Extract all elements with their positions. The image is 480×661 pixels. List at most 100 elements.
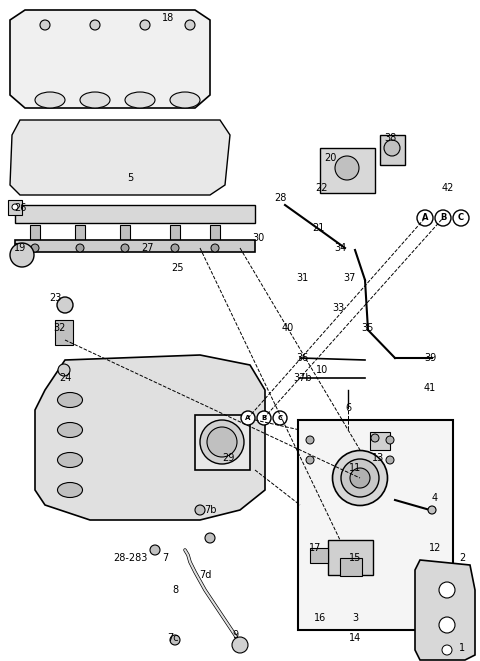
- Bar: [328, 540, 373, 575]
- Circle shape: [57, 297, 73, 313]
- Text: 38: 38: [384, 133, 396, 143]
- Text: 18: 18: [162, 13, 174, 23]
- Bar: [30, 225, 40, 245]
- Circle shape: [439, 582, 455, 598]
- Circle shape: [170, 635, 180, 645]
- Circle shape: [185, 20, 195, 30]
- Text: 41: 41: [424, 383, 436, 393]
- Polygon shape: [8, 200, 22, 215]
- Text: 12: 12: [429, 543, 441, 553]
- Circle shape: [31, 244, 39, 252]
- Text: 28-283: 28-283: [113, 553, 147, 563]
- Text: 1: 1: [459, 643, 465, 653]
- Circle shape: [211, 244, 219, 252]
- Bar: [195, 415, 250, 470]
- Circle shape: [121, 244, 129, 252]
- Text: 22: 22: [316, 183, 328, 193]
- Text: 7c: 7c: [167, 633, 179, 643]
- Circle shape: [140, 20, 150, 30]
- Text: 40: 40: [282, 323, 294, 333]
- Circle shape: [384, 140, 400, 156]
- Text: 13: 13: [372, 453, 384, 463]
- Text: 24: 24: [59, 373, 71, 383]
- Polygon shape: [415, 560, 475, 660]
- Circle shape: [386, 456, 394, 464]
- Text: C: C: [277, 415, 283, 421]
- Text: 7b: 7b: [204, 505, 216, 515]
- Text: 35: 35: [362, 323, 374, 333]
- Circle shape: [257, 411, 271, 425]
- Circle shape: [150, 545, 160, 555]
- Circle shape: [428, 506, 436, 514]
- Ellipse shape: [170, 92, 200, 108]
- Text: 26: 26: [14, 203, 26, 213]
- Circle shape: [12, 204, 18, 210]
- Bar: [380, 135, 405, 165]
- Ellipse shape: [80, 92, 110, 108]
- Bar: [310, 548, 328, 563]
- Text: 30: 30: [252, 233, 264, 243]
- Text: 4: 4: [432, 493, 438, 503]
- Ellipse shape: [125, 92, 155, 108]
- Bar: [15, 205, 255, 223]
- Circle shape: [442, 645, 452, 655]
- Text: 31: 31: [296, 273, 308, 283]
- Polygon shape: [10, 10, 210, 108]
- Text: 27: 27: [142, 243, 154, 253]
- Text: 2: 2: [459, 553, 465, 563]
- Ellipse shape: [341, 459, 379, 497]
- Text: 10: 10: [316, 365, 328, 375]
- Bar: [75, 225, 85, 245]
- Text: 28: 28: [274, 193, 286, 203]
- Text: 19: 19: [14, 243, 26, 253]
- Text: 16: 16: [314, 613, 326, 623]
- Text: 29: 29: [222, 453, 234, 463]
- Ellipse shape: [12, 248, 32, 262]
- Text: 23: 23: [49, 293, 61, 303]
- Circle shape: [273, 411, 287, 425]
- Text: 21: 21: [312, 223, 324, 233]
- Circle shape: [58, 364, 70, 376]
- Text: 5: 5: [127, 173, 133, 183]
- Text: 3: 3: [352, 613, 358, 623]
- Text: 7d: 7d: [199, 570, 211, 580]
- Circle shape: [435, 210, 451, 226]
- Circle shape: [207, 427, 237, 457]
- Text: 39: 39: [424, 353, 436, 363]
- Bar: [320, 148, 375, 193]
- Circle shape: [439, 617, 455, 633]
- Text: 37b: 37b: [294, 373, 312, 383]
- Bar: [55, 320, 73, 345]
- Circle shape: [40, 20, 50, 30]
- Circle shape: [417, 210, 433, 226]
- Text: C: C: [458, 214, 464, 223]
- Circle shape: [306, 456, 314, 464]
- Bar: [370, 432, 390, 450]
- Ellipse shape: [35, 92, 65, 108]
- Text: 32: 32: [54, 323, 66, 333]
- Text: 8: 8: [172, 585, 178, 595]
- Circle shape: [306, 436, 314, 444]
- Circle shape: [90, 20, 100, 30]
- Text: A: A: [422, 214, 428, 223]
- Ellipse shape: [58, 393, 83, 407]
- Text: 34: 34: [334, 243, 346, 253]
- Ellipse shape: [58, 453, 83, 467]
- Circle shape: [232, 637, 248, 653]
- Circle shape: [195, 505, 205, 515]
- Text: 17: 17: [309, 543, 321, 553]
- Bar: [210, 225, 220, 245]
- Text: 9: 9: [232, 630, 238, 640]
- Ellipse shape: [58, 483, 83, 498]
- Circle shape: [171, 244, 179, 252]
- Circle shape: [371, 434, 379, 442]
- Circle shape: [335, 156, 359, 180]
- Text: 37: 37: [344, 273, 356, 283]
- Text: 6: 6: [345, 403, 351, 413]
- Bar: [170, 225, 180, 245]
- Ellipse shape: [350, 468, 370, 488]
- Bar: [120, 225, 130, 245]
- Polygon shape: [35, 355, 265, 520]
- Bar: [15, 240, 255, 252]
- Text: 42: 42: [442, 183, 454, 193]
